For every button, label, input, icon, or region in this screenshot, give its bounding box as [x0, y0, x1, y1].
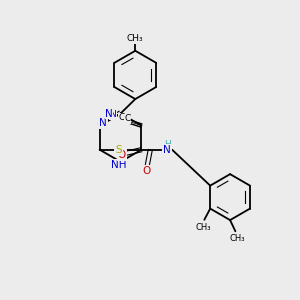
Text: N: N [99, 118, 107, 128]
Text: N: N [163, 145, 171, 155]
Text: O: O [142, 166, 151, 176]
Text: NH: NH [111, 160, 127, 170]
Text: C: C [118, 113, 125, 122]
Text: O: O [118, 150, 126, 160]
Text: CH₃: CH₃ [229, 234, 244, 243]
Text: C: C [124, 114, 131, 123]
Text: CH₃: CH₃ [196, 223, 212, 232]
Text: CH₃: CH₃ [127, 34, 144, 43]
Text: H: H [164, 140, 170, 149]
Text: S: S [115, 145, 122, 155]
Text: N: N [110, 110, 116, 119]
Text: N: N [105, 109, 113, 119]
